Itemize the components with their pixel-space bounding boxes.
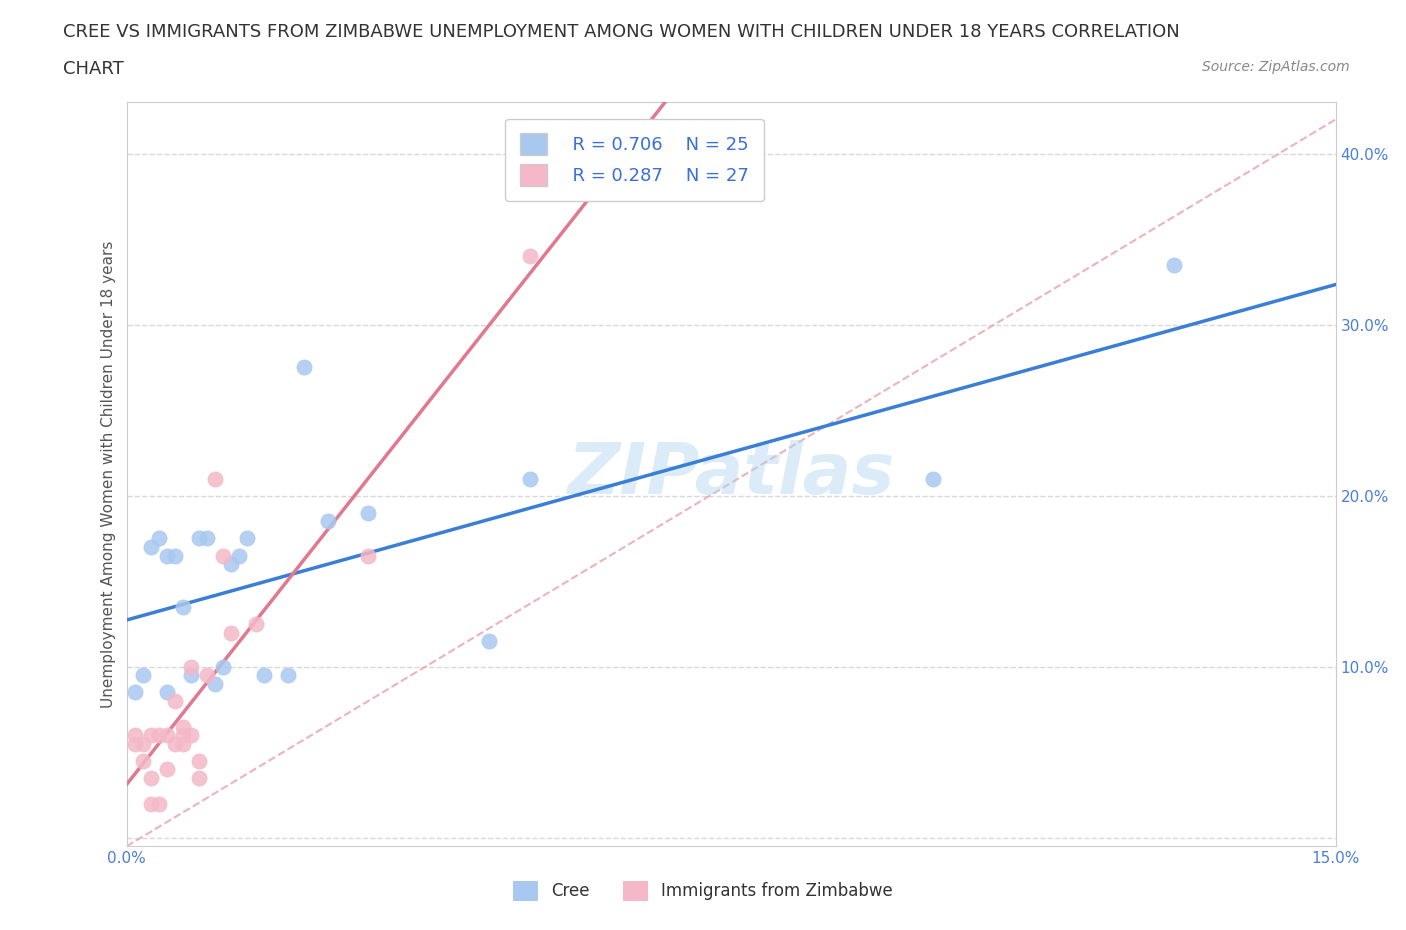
Point <box>163 548 186 563</box>
Point <box>221 557 243 572</box>
Point <box>156 684 179 699</box>
Point <box>357 548 380 563</box>
Point <box>180 727 202 742</box>
Point <box>163 737 186 751</box>
Point <box>172 737 194 751</box>
Point <box>921 472 943 486</box>
Point <box>180 668 202 683</box>
Point <box>148 531 170 546</box>
Text: CHART: CHART <box>63 60 124 78</box>
Point <box>316 514 339 529</box>
Point <box>172 600 194 615</box>
Legend: Cree, Immigrants from Zimbabwe: Cree, Immigrants from Zimbabwe <box>506 874 900 908</box>
Point <box>139 727 162 742</box>
Point <box>277 668 299 683</box>
Point <box>204 472 226 486</box>
Point <box>212 659 235 674</box>
Point <box>519 472 541 486</box>
Point <box>188 770 211 785</box>
Point <box>131 753 153 768</box>
Point <box>163 694 186 709</box>
Point <box>156 762 179 777</box>
Point <box>131 668 153 683</box>
Point <box>156 727 179 742</box>
Point <box>148 727 170 742</box>
Point <box>188 753 211 768</box>
Point <box>236 531 259 546</box>
Point <box>1163 258 1185 272</box>
Point <box>357 505 380 520</box>
Point <box>221 625 243 640</box>
Point <box>156 548 179 563</box>
Text: Source: ZipAtlas.com: Source: ZipAtlas.com <box>1202 60 1350 74</box>
Point <box>139 539 162 554</box>
Point <box>228 548 250 563</box>
Point <box>172 719 194 734</box>
Point <box>139 796 162 811</box>
Point <box>195 668 218 683</box>
Point <box>212 548 235 563</box>
Point <box>245 617 267 631</box>
Point <box>180 659 202 674</box>
Y-axis label: Unemployment Among Women with Children Under 18 years: Unemployment Among Women with Children U… <box>101 241 117 708</box>
Point <box>292 360 315 375</box>
Point <box>172 727 194 742</box>
Point <box>519 249 541 264</box>
Text: ZIPatlas: ZIPatlas <box>568 440 894 509</box>
Point <box>131 737 153 751</box>
Point <box>124 737 146 751</box>
Legend:   R = 0.706    N = 25,   R = 0.287    N = 27: R = 0.706 N = 25, R = 0.287 N = 27 <box>505 119 763 201</box>
Point <box>204 676 226 691</box>
Point <box>148 796 170 811</box>
Point <box>252 668 274 683</box>
Point <box>124 684 146 699</box>
Point <box>139 770 162 785</box>
Point <box>124 727 146 742</box>
Text: CREE VS IMMIGRANTS FROM ZIMBABWE UNEMPLOYMENT AMONG WOMEN WITH CHILDREN UNDER 18: CREE VS IMMIGRANTS FROM ZIMBABWE UNEMPLO… <box>63 23 1180 41</box>
Point <box>195 531 218 546</box>
Point <box>188 531 211 546</box>
Point <box>478 633 501 648</box>
